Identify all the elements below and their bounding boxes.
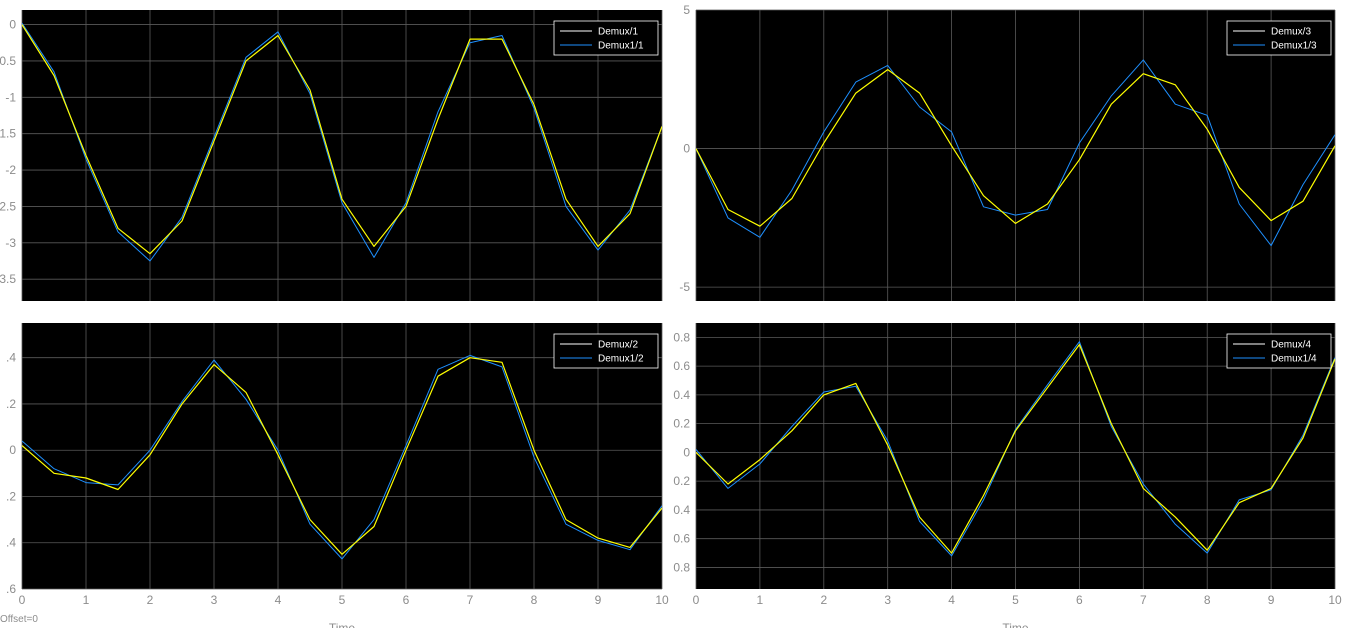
series-line-demux1-2 — [22, 354, 662, 560]
plots-group: 0 0.5 -1 1.5 -2 2.5 -3 3.5 Demux/1 Demux1/1 5 0 -5 De… — [0, 3, 1342, 628]
x-tick-label: 9 — [595, 593, 602, 607]
legend-entry: Demux1/1 — [598, 41, 644, 52]
series-line-demux1-1 — [22, 22, 662, 262]
y-tick-label: 0.6 — [673, 359, 690, 373]
plot-top-left: 0 0.5 -1 1.5 -2 2.5 -3 3.5 Demux/1 Demux1/1 — [0, 10, 663, 301]
legend: Demux/4 Demux1/4 — [1226, 333, 1332, 369]
x-tick-label: 0 — [19, 593, 26, 607]
y-tick-label: .6 — [6, 582, 16, 596]
y-tick-label: .4 — [6, 351, 16, 365]
y-tick-label: -2 — [5, 163, 16, 177]
x-tick-label: 2 — [147, 593, 154, 607]
legend-box — [1226, 20, 1332, 56]
x-axis-label: Time — [329, 621, 356, 628]
y-tick-label: 1.5 — [0, 127, 16, 141]
legend-box — [553, 333, 659, 369]
legend: Demux/2 Demux1/2 — [553, 333, 659, 369]
y-tick-label: 0.4 — [673, 388, 690, 402]
y-tick-label: -3 — [5, 236, 16, 250]
x-tick-label: 5 — [1012, 593, 1019, 607]
y-tick-label: 0.5 — [0, 54, 16, 68]
x-tick-label: 1 — [83, 593, 90, 607]
x-tick-label: 10 — [655, 593, 669, 607]
x-tick-label: 1 — [757, 593, 764, 607]
x-tick-label: 10 — [1328, 593, 1342, 607]
plot-bottom-right: 0 1 2 3 4 5 6 7 8 9 10 0.8 0.6 0.4 0.2 0 0.2 0.4 0.6 0.8 Dem… — [673, 323, 1342, 628]
y-tick-label: .4 — [6, 536, 16, 550]
legend-entry: Demux1/4 — [1271, 354, 1317, 365]
x-tick-label: 3 — [211, 593, 218, 607]
series-line-demux-2 — [22, 357, 662, 555]
y-tick-label: 0.4 — [673, 503, 690, 517]
legend-entry: Demux/3 — [1271, 27, 1311, 38]
plot-top-right: 5 0 -5 Demux/3 Demux1/3 — [679, 3, 1336, 301]
y-tick-label: 0.2 — [673, 417, 690, 431]
x-tick-label: 8 — [1204, 593, 1211, 607]
y-tick-label: 2.5 — [0, 199, 16, 213]
series-line-demux-1 — [22, 24, 662, 255]
y-tick-label: -5 — [679, 280, 690, 294]
legend-entry: Demux/4 — [1271, 340, 1311, 351]
y-tick-label: .2 — [6, 397, 16, 411]
y-tick-label: .2 — [6, 489, 16, 503]
legend: Demux/3 Demux1/3 — [1226, 20, 1332, 56]
y-tick-label: 0 — [683, 445, 690, 459]
y-tick-label: 0.8 — [673, 560, 690, 574]
y-tick-label: 0 — [9, 18, 16, 32]
x-tick-label: 4 — [275, 593, 282, 607]
offset-label: Offset=0 — [0, 614, 38, 625]
x-tick-label: 0 — [693, 593, 700, 607]
legend-box — [553, 20, 659, 56]
y-tick-label: 0.2 — [673, 474, 690, 488]
x-tick-label: 7 — [1140, 593, 1147, 607]
x-tick-label: 9 — [1268, 593, 1275, 607]
y-tick-label: 0.8 — [673, 330, 690, 344]
legend-box — [1226, 333, 1332, 369]
legend-entry: Demux1/2 — [598, 354, 644, 365]
x-tick-label: 3 — [884, 593, 891, 607]
legend-entry: Demux1/3 — [1271, 41, 1317, 52]
series-line-demux-4 — [696, 344, 1335, 554]
series-line-demux-3 — [696, 68, 1335, 227]
x-tick-label: 6 — [403, 593, 410, 607]
x-tick-label: 2 — [820, 593, 827, 607]
y-tick-label: 3.5 — [0, 272, 16, 286]
x-tick-label: 6 — [1076, 593, 1083, 607]
series-line-demux1-3 — [696, 59, 1335, 247]
legend-entry: Demux/1 — [598, 27, 638, 38]
y-tick-label: 0 — [9, 443, 16, 457]
y-tick-label: 5 — [683, 3, 690, 17]
plot-bottom-left: 0 1 2 3 4 5 6 7 8 9 10 .4 .2 0 .2 .4 .6 Demux/2 Demux1/2 Ti… — [6, 323, 669, 628]
y-tick-label: -1 — [5, 90, 16, 104]
y-tick-label: 0 — [683, 142, 690, 156]
legend-entry: Demux/2 — [598, 340, 638, 351]
x-tick-label: 8 — [531, 593, 538, 607]
y-tick-label: 0.6 — [673, 532, 690, 546]
x-tick-label: 5 — [339, 593, 346, 607]
x-tick-label: 4 — [948, 593, 955, 607]
x-tick-label: 7 — [467, 593, 474, 607]
x-axis-label: Time — [1002, 621, 1029, 628]
legend: Demux/1 Demux1/1 — [553, 20, 659, 56]
